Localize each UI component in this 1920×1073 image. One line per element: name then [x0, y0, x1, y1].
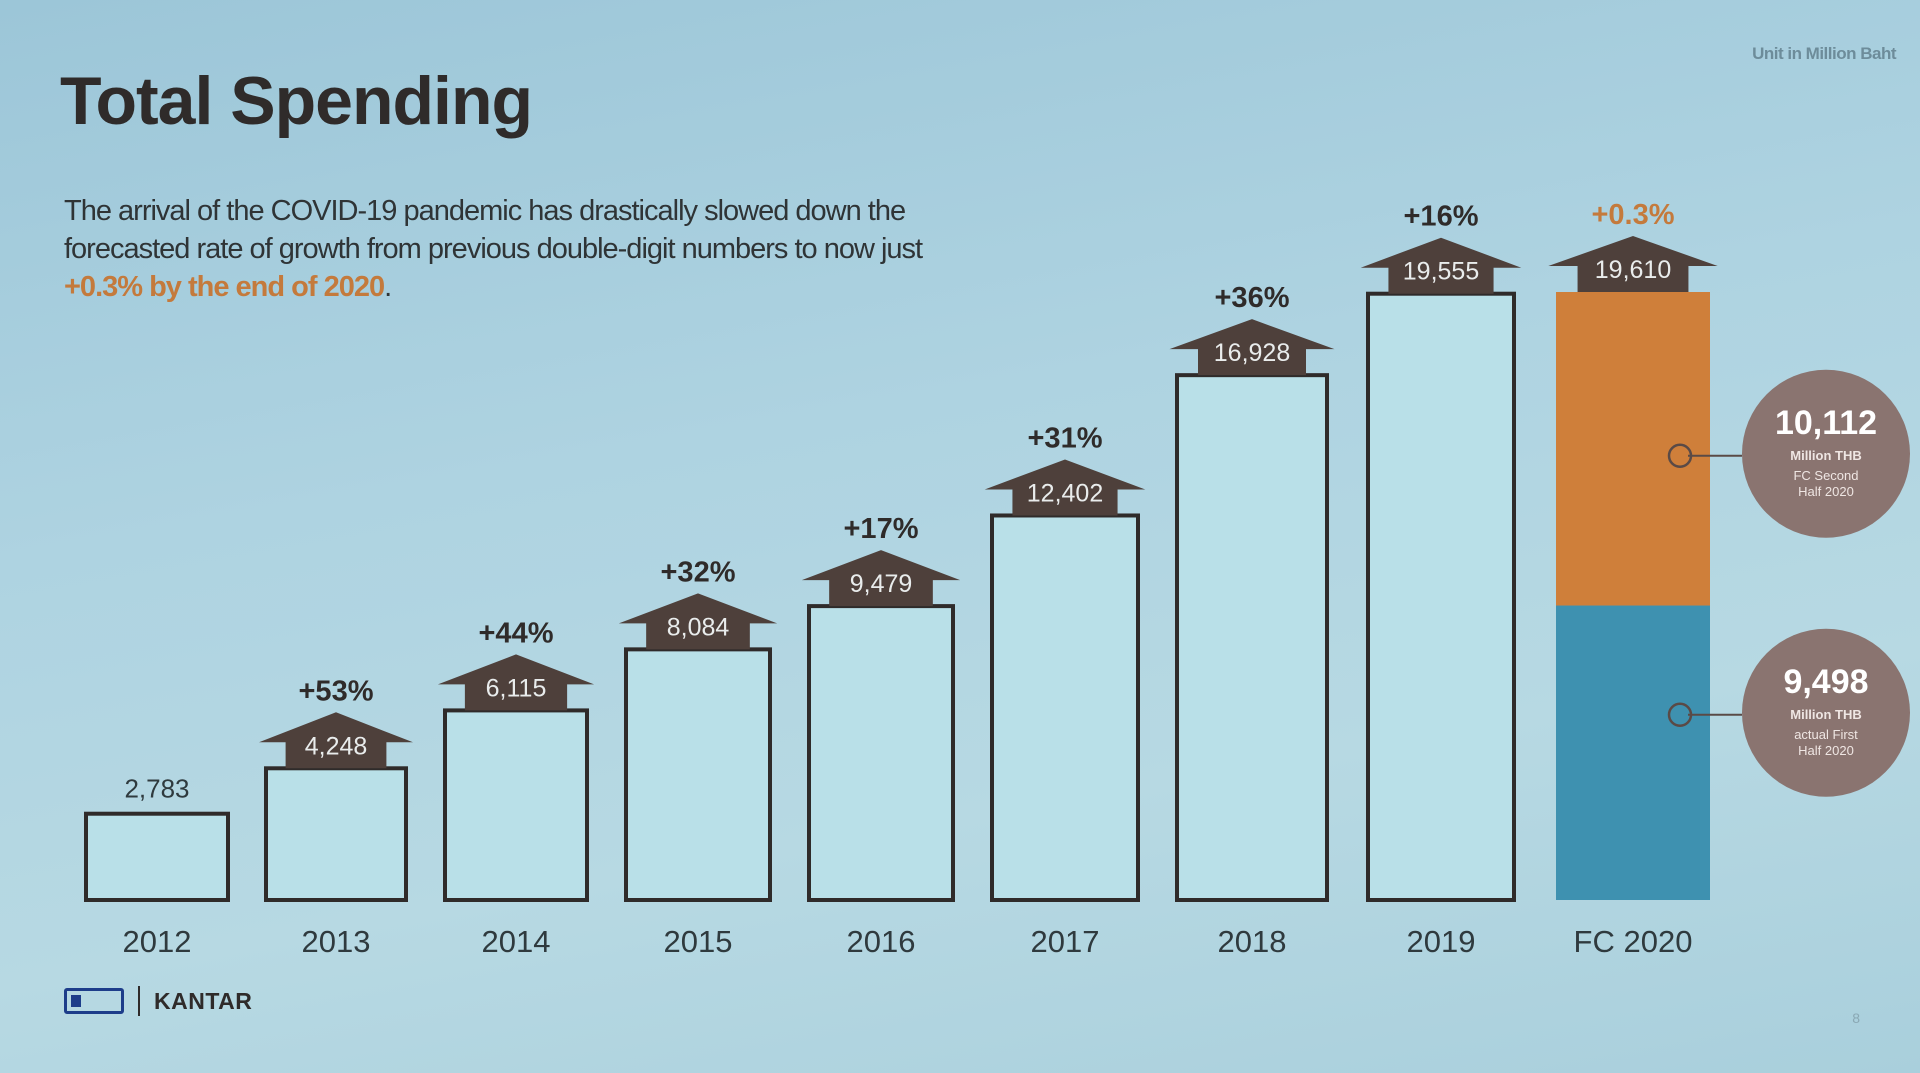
callout-value: 9,498 — [1783, 663, 1868, 701]
callout-caption: Half 2020 — [1798, 484, 1854, 499]
bar-2017 — [990, 513, 1140, 902]
growth-label: +16% — [1404, 201, 1479, 233]
x-tick-label: 2017 — [1031, 924, 1100, 959]
x-tick-label: 2019 — [1407, 924, 1476, 959]
growth-label: +32% — [661, 556, 736, 588]
bar-2012 — [84, 811, 230, 903]
bar-segment-second-half-2020 — [1556, 292, 1710, 606]
value-label: 6,115 — [486, 674, 547, 702]
growth-label: +53% — [299, 675, 374, 707]
callout-bubble — [1742, 628, 1910, 797]
growth-arrow — [984, 459, 1146, 516]
footer-logos: KANTAR — [64, 986, 252, 1016]
growth-label: +17% — [844, 513, 919, 545]
bar-2013 — [264, 766, 408, 902]
growth-arrow — [801, 550, 961, 607]
growth-arrow — [618, 593, 778, 650]
x-tick-label: 2014 — [482, 924, 551, 959]
dataset-logo-icon — [64, 988, 124, 1014]
bar-2018 — [1175, 373, 1329, 902]
growth-label: +0.3% — [1591, 199, 1674, 231]
callout-dot — [1667, 702, 1693, 728]
kantar-logo: KANTAR — [154, 987, 253, 1014]
callout-bubble — [1742, 369, 1910, 538]
bar-2015 — [624, 647, 772, 902]
callout-value: 10,112 — [1775, 404, 1877, 442]
growth-arrow — [437, 654, 595, 711]
bar-2019 — [1366, 291, 1516, 902]
value-label: 9,479 — [850, 570, 913, 598]
x-tick-label: 2018 — [1218, 924, 1287, 959]
page-number: 8 — [1852, 1010, 1860, 1026]
value-label: 8,084 — [667, 613, 730, 641]
callout-dot — [1667, 443, 1693, 469]
value-label: 12,402 — [1027, 479, 1103, 507]
callout-caption: actual First — [1794, 727, 1858, 742]
description-text: The arrival of the COVID-19 pandemic has… — [64, 195, 923, 265]
value-label: 19,555 — [1403, 258, 1479, 286]
growth-arrow — [259, 712, 413, 769]
callout-unit: Million THB — [1790, 707, 1862, 722]
bar-2014 — [443, 708, 589, 902]
callout-caption: FC Second — [1793, 468, 1858, 483]
x-tick-label: 2015 — [664, 924, 733, 959]
growth-arrow — [1548, 236, 1718, 292]
value-label: 16,928 — [1214, 339, 1290, 367]
growth-arrow — [1360, 237, 1522, 294]
growth-label: +36% — [1215, 282, 1290, 314]
description: The arrival of the COVID-19 pandemic has… — [64, 192, 964, 306]
value-label: 4,248 — [305, 732, 368, 760]
page-title: Total Spending — [60, 63, 533, 139]
growth-label: +44% — [479, 617, 554, 649]
callout-caption: Half 2020 — [1798, 743, 1854, 758]
logo-divider — [138, 986, 140, 1016]
description-suffix: . — [384, 271, 392, 303]
callout-unit: Million THB — [1790, 448, 1862, 463]
x-tick-label: 2012 — [123, 924, 192, 959]
value-label: 2,783 — [124, 774, 189, 804]
bar-segment-first-half-2020 — [1556, 605, 1710, 900]
bar-2016 — [807, 604, 955, 902]
growth-label: +31% — [1028, 422, 1103, 454]
description-highlight: +0.3% by the end of 2020 — [64, 271, 385, 303]
unit-label: Unit in Million Baht — [1752, 44, 1896, 63]
x-tick-label: 2013 — [302, 924, 371, 959]
growth-arrow — [1169, 319, 1335, 376]
x-tick-label: 2016 — [847, 924, 916, 959]
value-label: 19,610 — [1595, 256, 1671, 284]
x-tick-label: FC 2020 — [1574, 924, 1693, 959]
